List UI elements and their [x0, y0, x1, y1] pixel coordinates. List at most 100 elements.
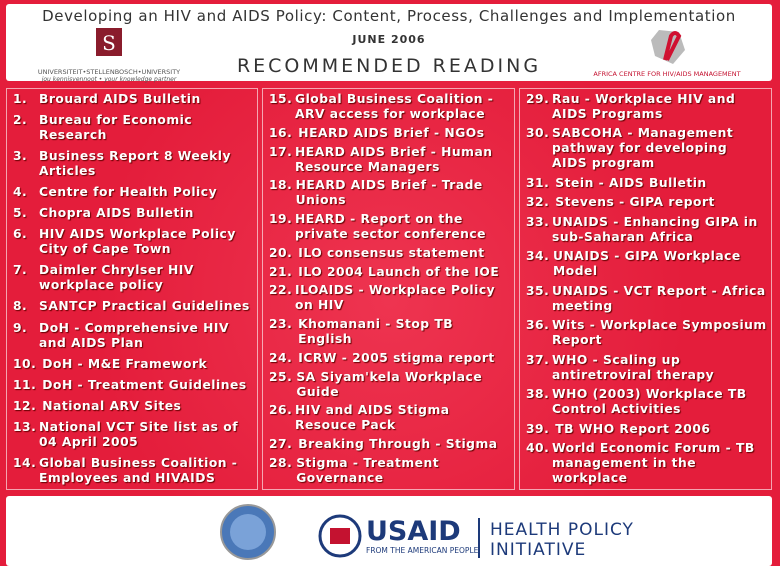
reading-item: 25. SA Siyam'kela Workplace Guide — [269, 370, 510, 400]
logo-name: UNIVERSITEIT•STELLENBOSCH•UNIVERSITY — [37, 68, 181, 76]
item-number: 12. — [13, 398, 37, 413]
item-number: 17. — [269, 144, 293, 159]
date: JUNE 2006 — [352, 33, 426, 46]
item-text: Global Business Coalition - Employees an… — [39, 455, 238, 485]
item-number: 15. — [269, 92, 293, 106]
reading-item: 20. ILO consensus statement — [269, 246, 510, 261]
reading-item: 33. UNAIDS - Enhancing GIPA in sub-Sahara… — [526, 215, 767, 245]
item-number: 18. — [269, 178, 293, 193]
reading-item: 37. WHO - Scaling up antiretroviral thera… — [526, 353, 767, 383]
reading-column: 1. Brouard AIDS Bulletin 2. Bureau for Econ… — [6, 88, 258, 490]
item-number: 26. — [269, 403, 293, 418]
item-number: 29. — [526, 92, 550, 106]
item-number: 10. — [13, 356, 37, 371]
item-number: 23. — [269, 317, 293, 332]
item-text: National ARV Sites — [42, 398, 182, 413]
item-text: Business Report 8 Weekly Articles — [39, 149, 232, 179]
reading-item: 24. ICRW - 2005 stigma report — [269, 351, 510, 366]
item-text: DoH - Comprehensive HIV and AIDS Plan — [39, 320, 230, 350]
item-number: 4. — [13, 185, 28, 200]
reading-item: 22. ILOAIDS - Workplace Policy on HIV — [269, 283, 510, 313]
usaid: USAID — [366, 516, 461, 547]
reading-item: 4. Centre for Health Policy — [13, 185, 253, 200]
reading-item: 39. TB WHO Report 2006 — [526, 422, 767, 437]
hpi-line2: INITIATIVE — [490, 540, 587, 560]
item-number: 35. — [526, 283, 550, 298]
reading-item: 32. Stevens - GIPA report — [526, 195, 767, 210]
logo-icon: S — [96, 28, 122, 56]
item-number: 30. — [526, 126, 550, 141]
item-number: 8. — [13, 299, 28, 314]
item-text: Bureau for Economic Research — [39, 113, 193, 143]
reading-item: 30. SABCOHA - Management pathway for deve… — [526, 126, 767, 171]
logo-name: AFRICA CENTRE FOR HIV/AIDS MANAGEMENT — [593, 70, 741, 78]
reading-item: 9. DoH - Comprehensive HIV and AIDS Plan — [13, 321, 253, 351]
usaid-seal — [318, 514, 362, 558]
reading-item: 11. DoH - Treatment Guidelines — [13, 378, 253, 393]
item-text: Wits - Workplace Symposium Report — [552, 318, 767, 348]
item-text: Stigma - Treatment Governance — [296, 455, 440, 485]
reading-item: 19. HEARD - Report on the private sector … — [269, 212, 510, 242]
item-text: UNAIDS - Enhancing GIPA in sub-Saharan A… — [552, 214, 758, 244]
item-number: 1. — [13, 92, 28, 106]
reading-item: 5. Chopra AIDS Bulletin — [13, 206, 253, 221]
item-text: HIV AIDS Workplace Policy City of Cape T… — [39, 227, 236, 257]
item-text: ICRW - 2005 stigma report — [298, 350, 495, 365]
item-number: 36. — [526, 318, 550, 333]
item-text: UNAIDS - VCT Report - Africa meeting — [552, 283, 766, 313]
item-number: 25. — [269, 369, 293, 384]
item-text: Centre for Health Policy — [39, 185, 218, 200]
item-number: 31. — [526, 175, 550, 190]
reading-item: 40. World Economic Forum - TB management … — [526, 441, 767, 486]
item-text: SA Siyam'kela Workplace Guide — [296, 369, 483, 399]
item-text: TB WHO Report 2006 — [555, 421, 711, 436]
hpi-line1: HEALTH POLICY — [490, 520, 634, 540]
item-number: 2. — [13, 113, 28, 128]
reading-item: 16. HEARD AIDS Brief - NGOs — [269, 126, 510, 141]
reading-item: 23. Khomanani - Stop TB English — [269, 317, 510, 347]
item-number: 28. — [269, 455, 293, 470]
item-text: HEARD AIDS Brief - NGOs — [298, 125, 485, 140]
reading-item: 6. HIV AIDS Workplace Policy City of Cape… — [13, 227, 253, 257]
item-text: ILO 2004 Launch of the IOE — [298, 264, 500, 279]
item-number: 37. — [526, 352, 550, 367]
usaid-tagline: FROM THE AMERICAN PEOPLE — [366, 546, 479, 555]
reading-item: 26. HIV and AIDS Stigma Resouce Pack — [269, 403, 510, 433]
item-text: National VCT Site list as of 04 April 20… — [39, 419, 239, 449]
logo-icon — [651, 30, 685, 64]
reading-item: 14. Global Business Coalition - Employees… — [13, 456, 253, 486]
reading-item: 27. Breaking Through - Stigma — [269, 437, 510, 452]
reading-item: 3. Business Report 8 Weekly Articles — [13, 149, 253, 179]
item-number: 7. — [13, 263, 28, 278]
item-text: HEARD AIDS Brief - Human Resource Manage… — [295, 144, 493, 174]
item-text: SABCOHA - Management pathway for develop… — [552, 126, 734, 171]
heading: RECOMMENDED READING — [236, 55, 542, 77]
reading-item: 31. Stein - AIDS Bulletin — [526, 176, 767, 191]
reading-item: 28. Stigma - Treatment Governance — [269, 456, 510, 486]
item-text: HIV and AIDS Stigma Resouce Pack — [295, 403, 450, 433]
reading-item: 1. Brouard AIDS Bulletin — [13, 92, 253, 107]
reading-item: 18. HEARD AIDS Brief - Trade Unions — [269, 178, 510, 208]
reading-item: 29. Rau - Workplace HIV and AIDS Programs — [526, 92, 767, 122]
item-text: Khomanani - Stop TB English — [298, 317, 454, 347]
reading-item: 8. SANTCP Practical Guidelines — [13, 299, 253, 314]
right-logo: AFRICA CENTRE FOR HIV/AIDS MANAGEMENT — [572, 26, 762, 78]
svg-text:S: S — [102, 31, 116, 55]
reading-column: 29. Rau - Workplace HIV and AIDS Programs… — [519, 88, 772, 490]
item-number: 40. — [526, 440, 550, 455]
seal — [220, 504, 276, 560]
item-number: 11. — [13, 377, 37, 392]
item-number: 24. — [269, 350, 293, 365]
item-number: 14. — [13, 455, 37, 470]
item-number: 19. — [269, 212, 293, 227]
reading-item: 36. Wits - Workplace Symposium Report — [526, 318, 767, 348]
item-number: 3. — [13, 149, 28, 164]
item-number: 33. — [526, 214, 550, 229]
reading-item: 38. WHO (2003) Workplace TB Control Activ… — [526, 387, 767, 417]
item-text: SANTCP Practical Guidelines — [39, 299, 250, 314]
header: Developing an HIV and AIDS Policy: Conte… — [6, 4, 772, 83]
reading-item: 13. National VCT Site list as of 04 April… — [13, 420, 253, 450]
item-text: HEARD - Report on the private sector con… — [295, 212, 486, 242]
item-number: 9. — [13, 320, 28, 335]
